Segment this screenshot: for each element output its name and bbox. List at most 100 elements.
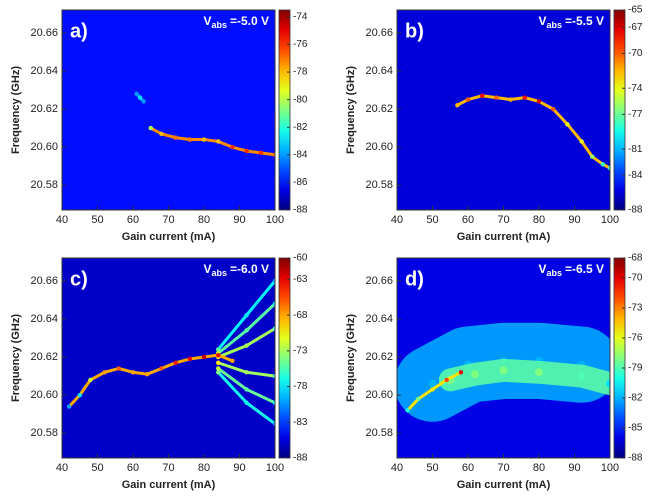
colorbar-tick-label: -81: [628, 144, 643, 155]
colorbar-tick-label: -88: [628, 205, 643, 216]
ridge-point: [458, 370, 464, 375]
annotation-subscript: abs: [211, 20, 227, 30]
y-tick-label: 20.60: [30, 389, 58, 401]
x-tick-label: 50: [91, 462, 103, 474]
colorbar-tick-label: -83: [293, 417, 308, 428]
plot-area: [134, 91, 275, 157]
ridge-point: [430, 387, 435, 392]
x-tick-label: 60: [127, 214, 139, 226]
ridge-point: [88, 377, 93, 383]
y-axis-label: Frequency (GHz): [345, 314, 357, 402]
ridge-point: [471, 370, 480, 379]
ridge-point: [159, 131, 164, 137]
ridge-point: [244, 400, 249, 405]
ridge-point: [134, 91, 139, 97]
y-tick-label: 20.64: [365, 313, 393, 325]
ridge-point: [116, 366, 122, 371]
y-tick-label: 20.62: [365, 103, 393, 115]
ridge-point: [258, 150, 263, 156]
x-tick-label: 70: [162, 462, 174, 474]
panel: 40 50 60 70 80 90 100 20.58 20.60 20.62 20.64 20.66…: [345, 253, 643, 491]
ridge-point: [272, 152, 275, 157]
annotation-subscript: abs: [211, 268, 227, 278]
ridge-point: [244, 328, 249, 333]
panel-label: b): [405, 20, 424, 42]
ridge-point: [494, 95, 499, 100]
ridge-point: [606, 379, 610, 388]
colorbar-tick-label: -76: [293, 39, 308, 50]
ridge-point: [244, 370, 249, 375]
ridge-point: [77, 392, 82, 398]
ridge-point: [230, 144, 235, 150]
panel-label: c): [70, 268, 88, 290]
x-tick-label: 90: [233, 214, 245, 226]
x-tick-label: 70: [162, 214, 174, 226]
x-tick-label: 70: [497, 214, 509, 226]
ridge-point: [272, 421, 275, 426]
annotation-text: =-6.5 V: [565, 262, 604, 276]
ridge-point: [145, 371, 150, 377]
colorbar-tick-label: -77: [628, 109, 643, 120]
colorbar-tick-label: -65: [628, 5, 643, 16]
y-tick-label: 20.58: [30, 179, 58, 191]
ridge-point: [148, 125, 153, 131]
ridge-point: [535, 368, 543, 377]
ridge-point: [230, 358, 235, 364]
ridge-point: [428, 379, 437, 388]
plot-area: [66, 278, 275, 426]
colorbar-tick-label: -86: [293, 177, 308, 188]
y-tick-label: 20.64: [30, 313, 58, 325]
ridge-point: [600, 162, 606, 167]
plot-area: [455, 93, 610, 171]
x-tick-label: 80: [533, 214, 545, 226]
colorbar: [278, 9, 291, 211]
y-tick-label: 20.66: [30, 27, 58, 39]
ridge-point: [173, 135, 178, 140]
x-axis-label: Gain current (mA): [122, 479, 216, 491]
colorbar-tick-label: -68: [628, 253, 643, 264]
annotation-text: =-5.0 V: [230, 14, 269, 28]
heatmap-background: [397, 10, 610, 210]
ridge-point: [577, 372, 586, 381]
y-axis-label: Frequency (GHz): [345, 66, 357, 154]
y-tick-label: 20.66: [365, 27, 393, 39]
ridge-point: [522, 95, 527, 100]
y-axis-label: Frequency (GHz): [10, 314, 22, 402]
ridge-point: [187, 356, 192, 362]
annotation-symbol: V: [203, 262, 211, 276]
ridge-point: [216, 360, 221, 365]
ridge-point: [272, 400, 275, 405]
x-axis-label: Gain current (mA): [122, 231, 216, 243]
panel-label: d): [405, 268, 424, 290]
ridge-point: [508, 97, 513, 102]
ridge-point: [272, 373, 275, 379]
y-axis-label: Frequency (GHz): [10, 66, 22, 154]
colorbar-tick-label: -73: [293, 345, 308, 356]
colorbar-tick-label: -63: [293, 274, 308, 285]
ridge-point: [536, 99, 542, 104]
ridge-point: [173, 360, 178, 365]
colorbar-tick-label: -74: [628, 83, 643, 94]
annotation-text: =-5.5 V: [565, 14, 604, 28]
ridge: [438, 358, 610, 396]
x-tick-label: 90: [233, 462, 245, 474]
ridge-point: [216, 370, 221, 375]
colorbar-tick-label: -73: [628, 303, 643, 314]
y-tick-label: 20.60: [365, 389, 393, 401]
colorbar-tick-label: -80: [293, 94, 308, 105]
colorbar-tick-label: -76: [628, 333, 643, 344]
y-tick-label: 20.66: [30, 275, 58, 287]
panel: 40 50 60 70 80 90 100 20.58 20.60 20.62 20.64 20.66…: [10, 253, 308, 491]
ridge-point: [405, 408, 410, 413]
colorbar-tick-label: -68: [293, 310, 308, 321]
plot-area: [397, 322, 610, 422]
ridge-point: [551, 106, 556, 112]
ridge-point: [244, 312, 249, 318]
x-axis-label: Gain current (mA): [457, 479, 551, 491]
ridge-point: [201, 137, 207, 142]
x-tick-label: 100: [266, 214, 284, 226]
ridge-point: [272, 326, 275, 331]
x-tick-label: 90: [568, 462, 580, 474]
x-tick-label: 70: [497, 462, 509, 474]
ridge-point: [187, 137, 192, 142]
